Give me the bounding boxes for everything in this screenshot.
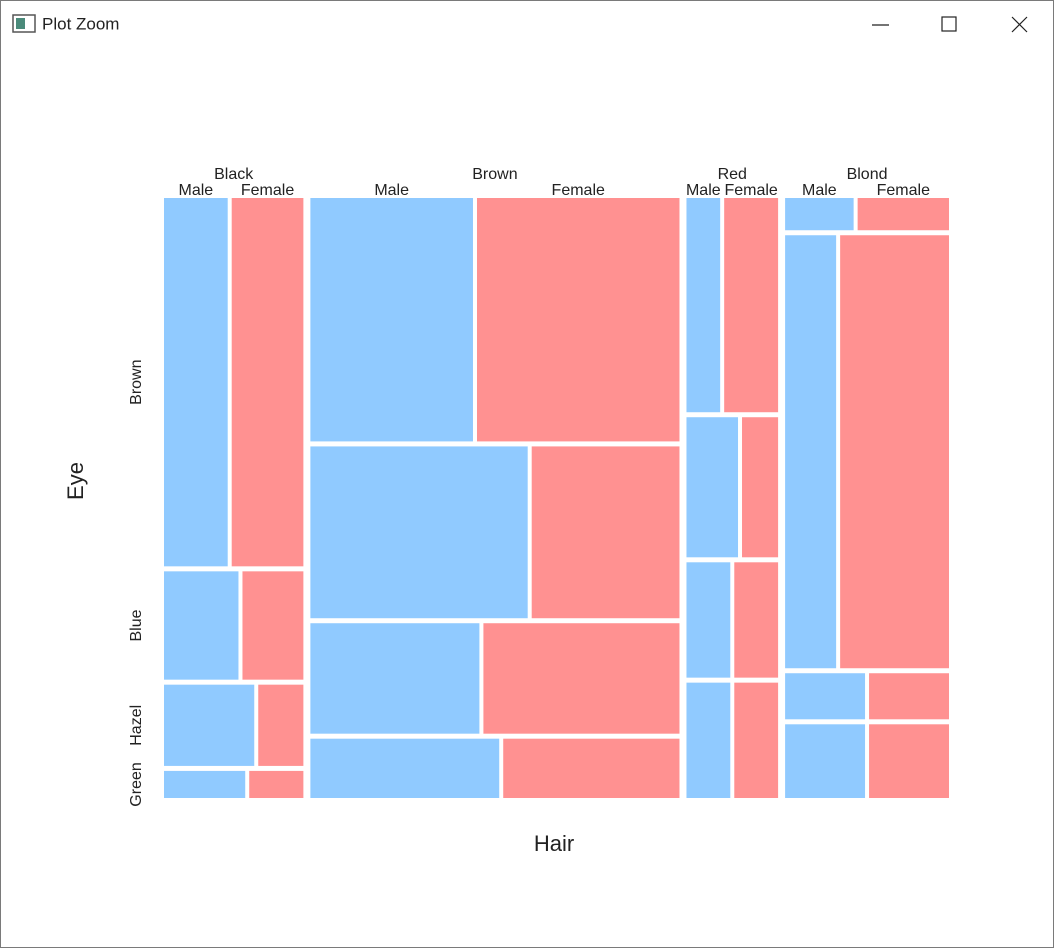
eye-label: Green xyxy=(128,762,145,806)
hair-label: Black xyxy=(214,166,254,183)
title-bar: Plot Zoom xyxy=(12,14,1028,33)
mosaic-cell xyxy=(869,673,949,720)
y-axis-label: Eye xyxy=(63,462,88,500)
hair-label: Blond xyxy=(847,166,888,183)
window-title: Plot Zoom xyxy=(42,14,119,33)
mosaic-cell xyxy=(869,724,949,798)
sex-label: Female xyxy=(552,182,605,199)
eye-label: Blue xyxy=(128,609,145,641)
mosaic-cell xyxy=(310,446,528,619)
sex-label: Male xyxy=(179,182,214,199)
mosaic-cell xyxy=(164,571,239,680)
mosaic-cell xyxy=(503,738,680,798)
mosaic-cell xyxy=(742,417,779,558)
sex-label: Male xyxy=(686,182,721,199)
sex-label: Female xyxy=(241,182,294,199)
mosaic-cell xyxy=(231,198,304,567)
mosaic-cell xyxy=(258,684,304,766)
mosaic-cell xyxy=(686,682,731,798)
mosaic-cell xyxy=(785,724,866,798)
mosaic-cell xyxy=(249,770,304,798)
mosaic-cell xyxy=(686,417,739,558)
eye-label: Hazel xyxy=(128,705,145,746)
mosaic-cell xyxy=(310,198,473,442)
sex-label: Female xyxy=(724,182,777,199)
mosaic-cell xyxy=(785,198,854,231)
mosaic-cell xyxy=(164,684,255,766)
mosaic-cell xyxy=(686,198,721,413)
sex-label: Male xyxy=(374,182,409,199)
mosaic-cell xyxy=(310,623,480,734)
maximize-button[interactable] xyxy=(941,16,957,32)
mosaic-cell xyxy=(476,198,680,442)
mosaic-cell xyxy=(785,673,866,720)
mosaic-cell xyxy=(686,562,731,678)
close-button[interactable] xyxy=(1011,16,1028,33)
mosaic-cell xyxy=(785,235,837,669)
mosaic-cell xyxy=(857,198,949,231)
eye-label: Brown xyxy=(128,359,145,404)
hair-label: Red xyxy=(718,166,747,183)
x-axis-label: Hair xyxy=(534,831,574,856)
sex-label: Male xyxy=(802,182,837,199)
mosaic-cell xyxy=(531,446,680,619)
mosaic-cell xyxy=(734,562,779,678)
mosaic-cell xyxy=(310,738,500,798)
mosaic-cell xyxy=(242,571,304,680)
hair-label: Brown xyxy=(472,166,517,183)
app-icon-fill xyxy=(16,18,25,29)
mosaic-cell xyxy=(164,770,246,798)
mosaic-cell xyxy=(734,682,779,798)
mosaic-cell xyxy=(724,198,779,413)
sex-label: Female xyxy=(877,182,930,199)
mosaic-cell xyxy=(164,198,228,567)
mosaic-cell xyxy=(483,623,680,734)
mosaic-cell xyxy=(840,235,949,669)
